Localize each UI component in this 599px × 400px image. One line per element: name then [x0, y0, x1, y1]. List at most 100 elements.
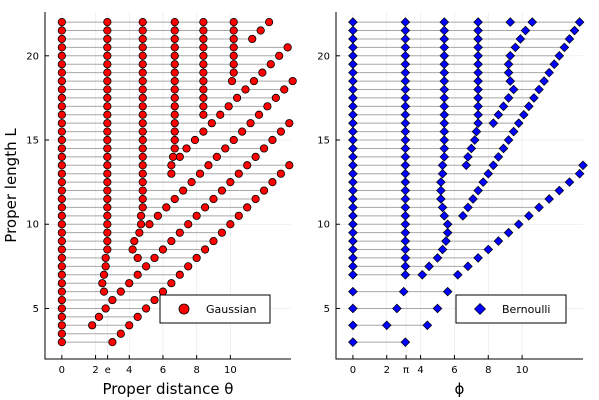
data-point	[57, 203, 66, 212]
data-point	[167, 161, 176, 170]
data-point	[466, 143, 477, 154]
data-point	[200, 245, 210, 254]
data-point	[248, 34, 257, 44]
data-point	[285, 119, 294, 128]
data-point	[199, 43, 208, 52]
data-point	[212, 152, 221, 161]
data-point	[57, 270, 66, 279]
data-point	[216, 110, 225, 119]
data-point	[217, 186, 227, 195]
data-point	[116, 329, 125, 338]
data-point	[179, 186, 188, 195]
data-point	[515, 34, 526, 44]
data-point	[138, 102, 147, 111]
data-point	[437, 160, 448, 171]
data-point	[199, 68, 208, 77]
data-point	[145, 220, 154, 229]
data-point	[103, 76, 112, 86]
data-point	[473, 84, 483, 95]
data-point	[150, 295, 159, 305]
data-point	[232, 93, 242, 103]
data-point	[348, 118, 358, 128]
data-point	[529, 93, 539, 103]
data-point	[400, 194, 411, 204]
y-tick-label: 15	[317, 136, 330, 147]
data-point	[473, 34, 483, 44]
data-point	[348, 160, 358, 171]
data-point	[234, 169, 243, 178]
data-point	[518, 109, 529, 120]
data-point	[503, 59, 514, 70]
data-point	[229, 51, 238, 60]
data-point	[99, 287, 109, 296]
data-point	[94, 312, 104, 321]
data-point	[243, 203, 252, 212]
data-point	[57, 51, 66, 60]
data-point	[439, 109, 450, 120]
data-point	[400, 211, 411, 221]
data-point	[167, 236, 176, 246]
legend-label: Gaussian	[206, 303, 256, 316]
x-tick-label: 2	[92, 365, 98, 376]
data-point	[263, 102, 272, 111]
data-point	[130, 236, 139, 246]
data-point	[513, 118, 524, 128]
x-tick-label: 4	[126, 365, 132, 376]
y-axis-label: Proper length L	[2, 128, 20, 243]
data-point	[99, 270, 109, 279]
data-point	[57, 228, 66, 237]
data-point	[400, 34, 411, 44]
data-point	[57, 60, 66, 69]
data-point	[483, 168, 494, 179]
data-point	[439, 59, 450, 70]
data-point	[170, 135, 179, 145]
data-point	[103, 43, 112, 52]
data-point	[574, 17, 585, 27]
x-tick-label: π	[403, 365, 409, 376]
data-point	[473, 76, 483, 86]
data-point	[249, 76, 259, 86]
data-point	[103, 211, 112, 220]
data-point	[57, 169, 66, 178]
data-point	[103, 178, 112, 187]
data-point	[103, 194, 112, 204]
data-point	[103, 169, 112, 178]
data-point	[168, 152, 178, 161]
data-point	[88, 321, 97, 330]
data-point	[400, 42, 411, 53]
data-point	[508, 84, 519, 95]
data-point	[103, 161, 112, 170]
data-point	[473, 185, 483, 196]
data-point	[348, 59, 358, 70]
data-point	[229, 43, 238, 52]
data-point	[400, 109, 411, 120]
data-point	[241, 85, 250, 94]
data-point	[424, 261, 434, 272]
data-point	[138, 127, 147, 136]
data-point	[150, 253, 159, 263]
axis-spines	[335, 12, 583, 360]
data-point	[103, 110, 112, 119]
data-point	[199, 34, 208, 44]
data-point	[439, 42, 450, 53]
x-tick-label: 6	[160, 365, 166, 376]
data-point	[453, 269, 463, 280]
legend-label: Bernoulli	[502, 303, 551, 316]
data-point	[138, 186, 147, 195]
x-tick-label: 4	[417, 365, 423, 376]
data-point	[141, 262, 151, 271]
data-point	[199, 76, 208, 86]
data-point	[271, 93, 280, 103]
data-point	[473, 118, 483, 128]
data-point	[400, 59, 411, 70]
data-point	[463, 261, 473, 272]
data-point	[488, 160, 499, 171]
data-point	[441, 236, 451, 246]
data-point	[439, 126, 450, 137]
data-point	[348, 211, 358, 221]
data-point	[578, 160, 588, 171]
data-point	[170, 102, 179, 111]
data-point	[439, 211, 450, 221]
data-point	[192, 211, 201, 220]
data-point	[348, 202, 358, 213]
